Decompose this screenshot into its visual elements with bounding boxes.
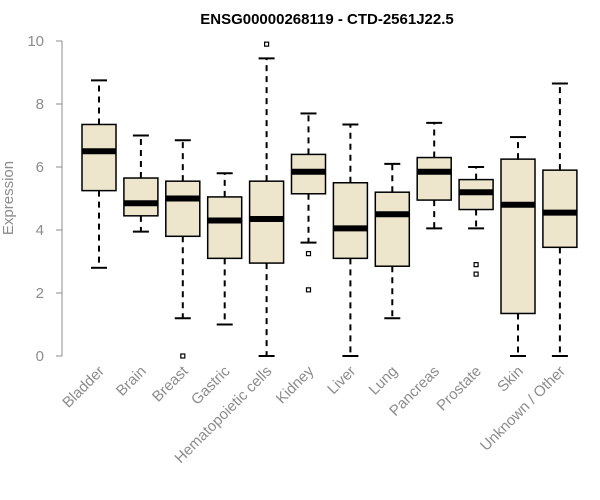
iqr-box xyxy=(500,158,536,315)
outlier-point xyxy=(180,353,186,359)
x-category-label: Liver xyxy=(324,363,359,398)
x-category-label: Skin xyxy=(494,363,527,396)
outlier-point xyxy=(264,41,270,47)
y-axis: 0 2 4 6 8 10 xyxy=(27,33,63,365)
box-pancreas xyxy=(416,121,452,230)
y-tick-label: 10 xyxy=(27,33,44,50)
chart-title: ENSG00000268119 - CTD-2561J22.5 xyxy=(200,11,454,28)
iqr-box xyxy=(123,177,159,217)
box-brain xyxy=(123,134,159,233)
iqr-box xyxy=(206,196,243,260)
box-bladder xyxy=(81,79,117,269)
plot-area xyxy=(81,41,578,359)
x-category-label: Lung xyxy=(366,363,402,399)
box-lung xyxy=(374,162,411,320)
y-tick-label: 8 xyxy=(36,96,44,113)
outlier-point xyxy=(305,287,312,293)
iqr-box xyxy=(374,191,411,267)
outlier-point xyxy=(473,262,479,268)
box-prostate xyxy=(458,166,494,277)
box-liver xyxy=(332,123,369,357)
iqr-box xyxy=(542,169,578,249)
x-category-label: Kidney xyxy=(273,362,318,407)
y-tick-label: 6 xyxy=(36,159,44,176)
box-unknown-other xyxy=(542,82,578,357)
iqr-box xyxy=(165,180,201,238)
y-tick-label: 0 xyxy=(36,348,44,365)
iqr-box xyxy=(81,123,117,192)
iqr-box xyxy=(248,180,285,264)
x-category-label: Prostate xyxy=(433,363,485,415)
x-category-label: Bladder xyxy=(59,363,108,412)
outlier-point xyxy=(305,251,312,257)
box-breast xyxy=(165,139,201,359)
iqr-box xyxy=(332,182,369,260)
box-gastric xyxy=(206,172,243,326)
y-tick-label: 4 xyxy=(36,222,44,239)
box-kidney xyxy=(290,112,327,293)
x-category-label: Breast xyxy=(149,362,192,405)
iqr-box xyxy=(416,156,452,201)
x-category-label: Brain xyxy=(113,363,150,400)
box-skin xyxy=(500,136,536,357)
box-hematopoietic-cells xyxy=(248,41,285,357)
y-tick-label: 2 xyxy=(36,285,44,302)
y-axis-title: Expression xyxy=(0,161,17,235)
outlier-point xyxy=(473,271,479,277)
